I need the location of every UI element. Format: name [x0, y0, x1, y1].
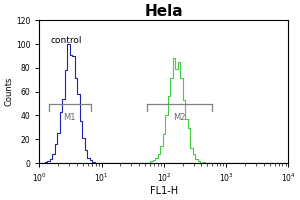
Title: Hela: Hela — [145, 4, 183, 19]
Text: control: control — [51, 36, 82, 45]
X-axis label: FL1-H: FL1-H — [150, 186, 178, 196]
Text: M2: M2 — [173, 113, 186, 122]
Y-axis label: Counts: Counts — [4, 77, 13, 106]
Text: M1: M1 — [63, 113, 76, 122]
